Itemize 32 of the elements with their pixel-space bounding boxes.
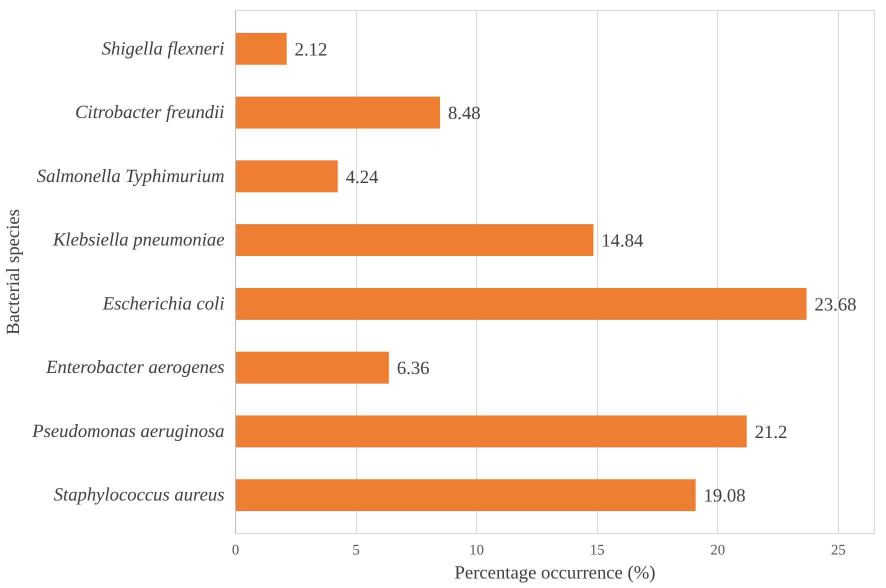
bar — [236, 288, 806, 320]
x-axis-title: Percentage occurrence (%) — [454, 562, 656, 584]
y-axis-title: Bacterial species — [3, 209, 24, 335]
y-tick-label: Shigella flexneri — [102, 38, 225, 60]
y-tick-label: Pseudomonas aeruginosa — [31, 420, 225, 442]
data-label: 23.68 — [814, 294, 856, 316]
x-tick-label: 15 — [590, 542, 605, 558]
bar — [236, 160, 338, 192]
y-tick-label: Klebsiella pneumoniae — [52, 230, 225, 251]
data-label: 4.24 — [346, 166, 380, 188]
x-tick-label: 10 — [469, 542, 484, 558]
y-tick-label: Staphylococcus aureus — [54, 484, 225, 506]
data-label: 19.08 — [704, 486, 746, 507]
data-label: 6.36 — [396, 358, 430, 380]
data-label: 8.48 — [448, 103, 481, 124]
data-label: 2.12 — [294, 39, 328, 60]
data-label: 14.84 — [601, 230, 644, 252]
bar — [236, 32, 287, 65]
x-tick-label: 5 — [352, 542, 360, 558]
y-tick-label: Salmonella Typhimurium — [36, 166, 224, 187]
bar — [236, 96, 440, 128]
y-tick-label: Escherichia coli — [102, 293, 224, 314]
x-tick-label: 25 — [831, 542, 846, 558]
bar — [236, 352, 389, 384]
y-tick-label: Enterobacter aerogenes — [45, 357, 225, 378]
x-tick-label: 0 — [232, 542, 240, 558]
x-tick-label: 20 — [710, 542, 726, 558]
bar — [236, 416, 747, 448]
bar — [236, 224, 594, 256]
data-label: 21.2 — [754, 422, 788, 443]
bar — [236, 479, 696, 512]
y-tick-label: Citrobacter freundii — [75, 102, 225, 124]
